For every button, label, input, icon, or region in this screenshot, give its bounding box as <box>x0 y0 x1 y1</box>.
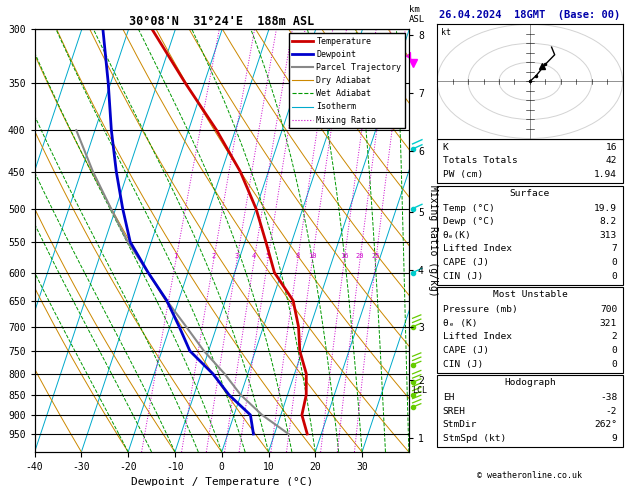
Text: θₑ (K): θₑ (K) <box>443 319 477 328</box>
Text: 321: 321 <box>600 319 617 328</box>
Text: θₑ(K): θₑ(K) <box>443 231 472 240</box>
Text: 1.94: 1.94 <box>594 170 617 179</box>
Text: 0: 0 <box>611 258 617 267</box>
Text: CAPE (J): CAPE (J) <box>443 346 489 355</box>
Y-axis label: hPa: hPa <box>0 230 3 251</box>
X-axis label: Dewpoint / Temperature (°C): Dewpoint / Temperature (°C) <box>131 477 313 486</box>
Text: CIN (J): CIN (J) <box>443 360 483 368</box>
Text: 25: 25 <box>372 253 380 260</box>
Text: -38: -38 <box>600 393 617 402</box>
Text: Dewp (°C): Dewp (°C) <box>443 217 494 226</box>
Text: PW (cm): PW (cm) <box>443 170 483 179</box>
Text: 1: 1 <box>174 253 178 260</box>
Text: -2: -2 <box>606 407 617 416</box>
Bar <box>437 186 623 285</box>
Text: 2: 2 <box>211 253 216 260</box>
Text: 7: 7 <box>611 244 617 253</box>
Text: 3: 3 <box>235 253 239 260</box>
Text: 42: 42 <box>606 156 617 165</box>
Text: Pressure (mb): Pressure (mb) <box>443 305 518 314</box>
Text: 262°: 262° <box>594 420 617 429</box>
Text: Surface: Surface <box>510 189 550 198</box>
Text: km
ASL: km ASL <box>409 5 425 24</box>
Text: 4: 4 <box>252 253 256 260</box>
Text: 9: 9 <box>611 434 617 443</box>
Text: StmDir: StmDir <box>443 420 477 429</box>
Y-axis label: Mixing Ratio (g/kg): Mixing Ratio (g/kg) <box>428 185 438 296</box>
Text: Totals Totals: Totals Totals <box>443 156 518 165</box>
Text: 0: 0 <box>611 272 617 280</box>
Title: 30°08'N  31°24'E  188m ASL: 30°08'N 31°24'E 188m ASL <box>129 15 314 28</box>
Text: 26.04.2024  18GMT  (Base: 00): 26.04.2024 18GMT (Base: 00) <box>439 10 621 20</box>
Text: 19.9: 19.9 <box>594 204 617 212</box>
Text: K: K <box>443 143 448 152</box>
Text: 8: 8 <box>295 253 299 260</box>
Text: CAPE (J): CAPE (J) <box>443 258 489 267</box>
Text: 16: 16 <box>606 143 617 152</box>
Text: LCL: LCL <box>413 386 428 395</box>
Text: Temp (°C): Temp (°C) <box>443 204 494 212</box>
Text: 0: 0 <box>611 360 617 368</box>
Text: Most Unstable: Most Unstable <box>493 290 567 299</box>
Bar <box>437 139 623 183</box>
Text: 20: 20 <box>355 253 364 260</box>
Bar <box>437 375 623 447</box>
Text: Lifted Index: Lifted Index <box>443 332 512 341</box>
Text: CIN (J): CIN (J) <box>443 272 483 280</box>
Text: 700: 700 <box>600 305 617 314</box>
Text: 5: 5 <box>265 253 270 260</box>
Text: 0: 0 <box>611 346 617 355</box>
Text: 2: 2 <box>611 332 617 341</box>
Text: 16: 16 <box>340 253 348 260</box>
Bar <box>437 287 623 373</box>
Text: Hodograph: Hodograph <box>504 378 556 387</box>
Text: 313: 313 <box>600 231 617 240</box>
Text: kt: kt <box>441 28 451 37</box>
Text: Lifted Index: Lifted Index <box>443 244 512 253</box>
Text: © weatheronline.co.uk: © weatheronline.co.uk <box>477 471 582 480</box>
Text: 8.2: 8.2 <box>600 217 617 226</box>
Legend: Temperature, Dewpoint, Parcel Trajectory, Dry Adiabat, Wet Adiabat, Isotherm, Mi: Temperature, Dewpoint, Parcel Trajectory… <box>289 34 404 128</box>
Text: 10: 10 <box>308 253 316 260</box>
Text: StmSpd (kt): StmSpd (kt) <box>443 434 506 443</box>
Text: EH: EH <box>443 393 454 402</box>
Text: SREH: SREH <box>443 407 465 416</box>
